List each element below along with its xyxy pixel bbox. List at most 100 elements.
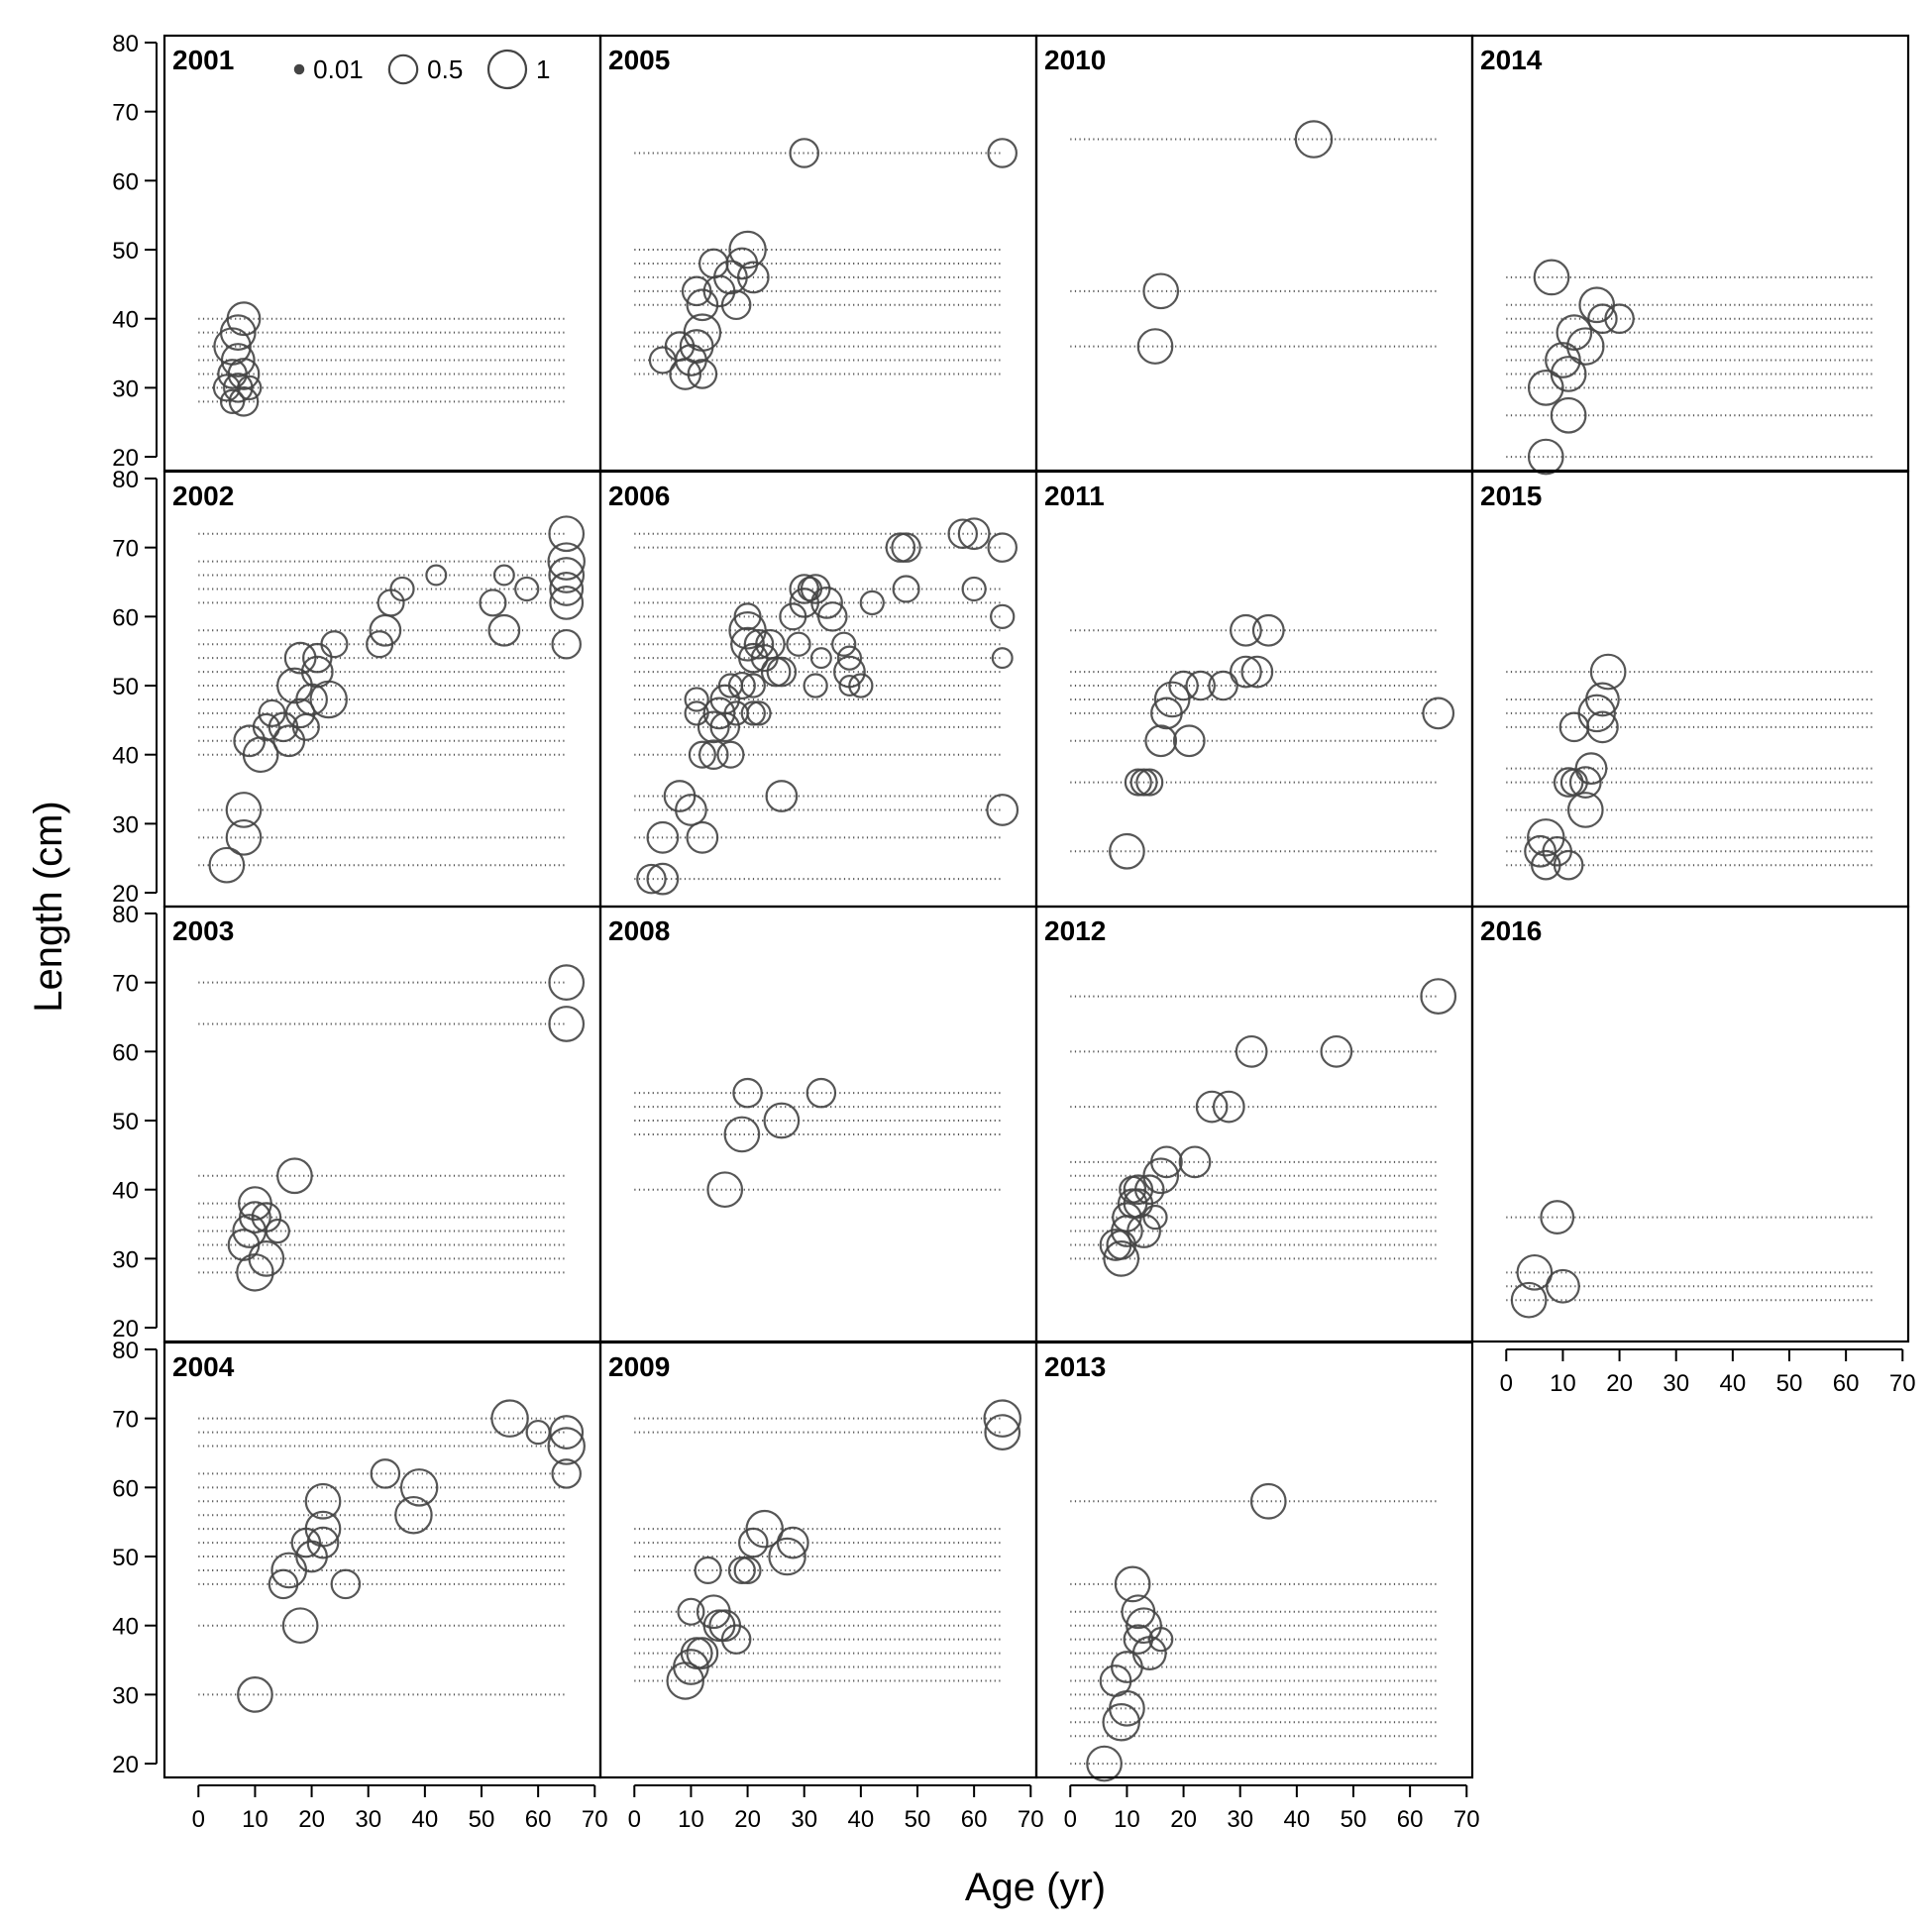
bubble-point [732, 1077, 763, 1109]
panel-frame [162, 905, 602, 1343]
bubble-point [487, 613, 521, 647]
x-tick-label: 20 [298, 1806, 325, 1833]
bubble-point [1144, 724, 1178, 758]
bubble-point [265, 1218, 290, 1244]
y-tick-label: 30 [112, 1246, 139, 1273]
panel-year-label: 2012 [1044, 915, 1106, 946]
bubble-point [1230, 655, 1262, 689]
bubble-point [237, 1676, 273, 1713]
bubble-point [1124, 768, 1152, 797]
y-tick-label: 50 [112, 674, 139, 700]
bubble-point [702, 1609, 736, 1643]
bubble-point [740, 673, 766, 698]
y-tick-label: 60 [112, 1039, 139, 1066]
panel-year-label: 2003 [172, 915, 234, 946]
bubble-point [760, 656, 792, 688]
bubble-point [1533, 259, 1570, 296]
legend-bubble [486, 49, 528, 90]
bubble-point [983, 1399, 1021, 1438]
bubble-point [1320, 1034, 1353, 1068]
bubble-point [276, 1157, 313, 1195]
bubble-point [320, 630, 349, 659]
bubble-point [702, 697, 736, 730]
bubble-point [1546, 1268, 1580, 1304]
bubble-point [399, 1468, 439, 1507]
bubble-point [723, 1116, 761, 1153]
legend-bubble [387, 54, 419, 85]
bubble-point [697, 710, 730, 744]
bubble-point [859, 590, 885, 616]
bubble-point [248, 1240, 285, 1277]
bubble-point [686, 820, 719, 854]
panel-year-label: 2015 [1480, 481, 1542, 511]
bubble-point [957, 517, 991, 551]
bubble-point [1134, 1174, 1165, 1205]
y-tick-label: 20 [112, 881, 139, 908]
x-tick-label: 60 [961, 1806, 988, 1833]
x-tick-label: 70 [1453, 1806, 1480, 1833]
bubble-point [547, 1427, 586, 1465]
panel-year-label: 2011 [1044, 481, 1105, 511]
x-tick-label: 40 [1720, 1370, 1747, 1397]
x-tick-label: 20 [1606, 1370, 1633, 1397]
bubble-point [885, 532, 916, 563]
bubble-point [1086, 1745, 1123, 1782]
bubble-point [549, 585, 585, 620]
bubble-point [306, 1526, 340, 1559]
bubble-point [1524, 834, 1556, 868]
bubble-point [369, 613, 402, 647]
bubble-point [233, 724, 267, 758]
bubble-point [1422, 697, 1455, 730]
bubble-point [765, 780, 799, 812]
bubble-point [302, 642, 333, 674]
x-tick-label: 50 [905, 1806, 931, 1833]
bubble-point [228, 386, 260, 417]
bubble-point [1102, 1703, 1140, 1742]
bubble-point [733, 602, 762, 631]
bubble-point [763, 1102, 801, 1139]
y-tick-label: 70 [112, 971, 139, 998]
bubble-point [1240, 655, 1274, 689]
bubble-point [217, 359, 248, 389]
bubble-point [984, 1414, 1021, 1450]
bubble-point [219, 314, 257, 351]
legend-label: 1 [536, 54, 550, 84]
bubble-point [1172, 724, 1206, 758]
bubble-point [490, 1399, 529, 1438]
bubble-point [1587, 303, 1618, 334]
panel-year-label: 2014 [1480, 45, 1543, 75]
panel-frame [598, 470, 1038, 909]
bubble-point [389, 576, 415, 602]
bubble-point [226, 301, 262, 337]
x-tick-label: 0 [1064, 1806, 1077, 1833]
bubble-point [394, 1495, 433, 1535]
bubble-point [716, 740, 745, 769]
bubble-point [1527, 818, 1565, 857]
bubble-point [220, 343, 256, 377]
y-tick-label: 60 [112, 604, 139, 631]
x-tick-label: 10 [1114, 1806, 1140, 1833]
bubble-points [208, 120, 1635, 1782]
bubble-point [892, 575, 920, 603]
bubble-point [809, 647, 832, 670]
legend-bubble [293, 63, 305, 75]
bubble-point [304, 1510, 342, 1548]
bubble-point [1135, 768, 1164, 797]
bubble-point [1103, 1240, 1140, 1277]
bubble-point [1550, 396, 1587, 434]
bubble-point [687, 359, 718, 389]
bubble-point [236, 1253, 274, 1292]
bubble-point [1178, 1145, 1212, 1179]
bubble-point [548, 515, 586, 553]
bubble-point [1185, 670, 1216, 701]
x-tick-label: 30 [355, 1806, 381, 1833]
bubble-point [986, 794, 1020, 826]
panel-frame [1034, 34, 1474, 473]
y-tick-label: 40 [112, 1614, 139, 1641]
bubble-point [683, 313, 722, 352]
bubble-point [686, 1637, 719, 1669]
bubble-point [549, 572, 585, 606]
legend: 0.01 0.5 1 [293, 49, 550, 90]
bubble-point [947, 518, 978, 549]
